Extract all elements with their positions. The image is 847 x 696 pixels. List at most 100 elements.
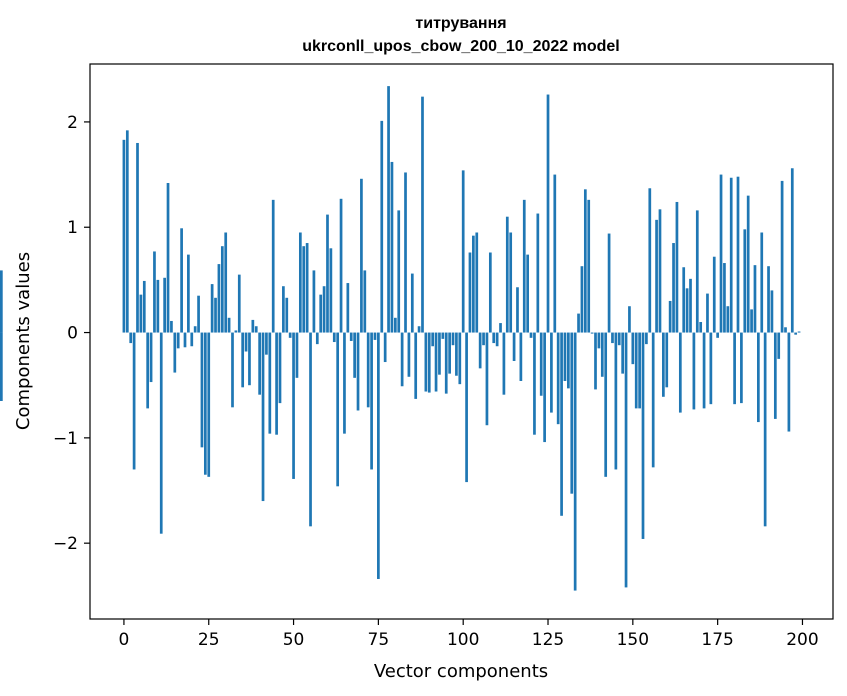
bar	[645, 332, 648, 345]
bar	[404, 172, 407, 333]
chart-title: титрування	[415, 15, 506, 32]
bar	[0, 332, 3, 401]
bar	[166, 183, 170, 333]
bar	[383, 332, 387, 363]
bar	[275, 332, 278, 435]
bar	[302, 246, 306, 333]
bar	[207, 332, 211, 477]
bar	[607, 233, 611, 333]
bar	[560, 332, 563, 516]
bar	[244, 332, 248, 352]
bar	[227, 317, 231, 333]
bar	[614, 332, 618, 470]
bar	[254, 326, 258, 333]
bar	[366, 332, 370, 408]
bar	[214, 297, 217, 333]
bar	[265, 332, 268, 355]
bar	[757, 332, 760, 423]
bar	[234, 330, 238, 333]
bar	[309, 332, 312, 527]
bar	[170, 320, 173, 333]
bar	[488, 252, 492, 333]
bar	[451, 332, 455, 346]
bar	[156, 279, 160, 333]
bar	[180, 228, 183, 333]
bar	[187, 254, 190, 333]
bar	[237, 274, 241, 333]
bar	[577, 313, 580, 333]
bar	[678, 332, 682, 413]
bar	[363, 270, 367, 333]
bar	[726, 306, 730, 333]
bar	[617, 332, 621, 346]
bar	[298, 232, 302, 333]
bar	[624, 332, 628, 588]
bar	[261, 332, 265, 502]
chart-subtitle: ukrconll_upos_cbow_200_10_2022 model	[302, 38, 619, 55]
bar	[163, 277, 166, 333]
bar	[377, 332, 380, 579]
bar	[465, 332, 468, 483]
bar	[122, 139, 126, 333]
bar	[600, 332, 604, 377]
bar	[149, 332, 153, 383]
bar	[604, 332, 608, 477]
bar	[203, 332, 207, 475]
bar	[780, 180, 784, 333]
bar	[417, 326, 421, 333]
bar	[393, 317, 397, 333]
bar	[695, 210, 699, 333]
bar	[360, 178, 363, 333]
bar	[197, 295, 200, 333]
bar	[553, 174, 557, 333]
bar	[743, 229, 747, 333]
bar	[427, 332, 431, 393]
bar	[482, 332, 485, 346]
bar	[329, 248, 333, 333]
bar	[241, 332, 245, 388]
bar	[621, 332, 625, 374]
x-tick-label: 25	[198, 630, 220, 650]
bar	[570, 332, 574, 494]
bar	[590, 332, 594, 334]
bar	[410, 273, 414, 333]
bar-series	[0, 86, 801, 591]
bar	[729, 177, 733, 333]
bar	[773, 332, 777, 419]
bar	[159, 332, 163, 534]
bar	[672, 243, 675, 333]
bar	[387, 86, 390, 333]
bar	[519, 332, 523, 381]
bar	[278, 332, 282, 404]
bar	[142, 280, 146, 333]
plot-area-frame	[89, 63, 834, 620]
bar	[322, 286, 326, 333]
y-tick-label: 0	[67, 324, 78, 344]
bar	[146, 332, 150, 409]
bar	[760, 232, 764, 333]
bar	[288, 332, 292, 338]
bar	[458, 332, 462, 385]
bar	[292, 332, 295, 479]
bar	[485, 332, 489, 426]
bar	[655, 219, 658, 333]
bar	[651, 332, 655, 468]
bar	[176, 332, 180, 349]
bar	[258, 332, 261, 395]
bar	[692, 332, 696, 410]
x-axis-label: Vector components	[374, 661, 548, 682]
bar	[125, 130, 129, 333]
bar	[400, 332, 404, 387]
bar	[594, 332, 597, 390]
bar	[784, 327, 787, 333]
bar	[767, 266, 770, 333]
bar	[370, 332, 373, 470]
bar	[217, 264, 221, 333]
bar	[638, 332, 641, 409]
y-tick-label: −1	[53, 429, 78, 449]
bar	[777, 332, 781, 359]
bar	[550, 332, 553, 413]
y-axis-ticks: −2 −1 0 1 2	[53, 113, 90, 554]
bar	[339, 198, 343, 333]
